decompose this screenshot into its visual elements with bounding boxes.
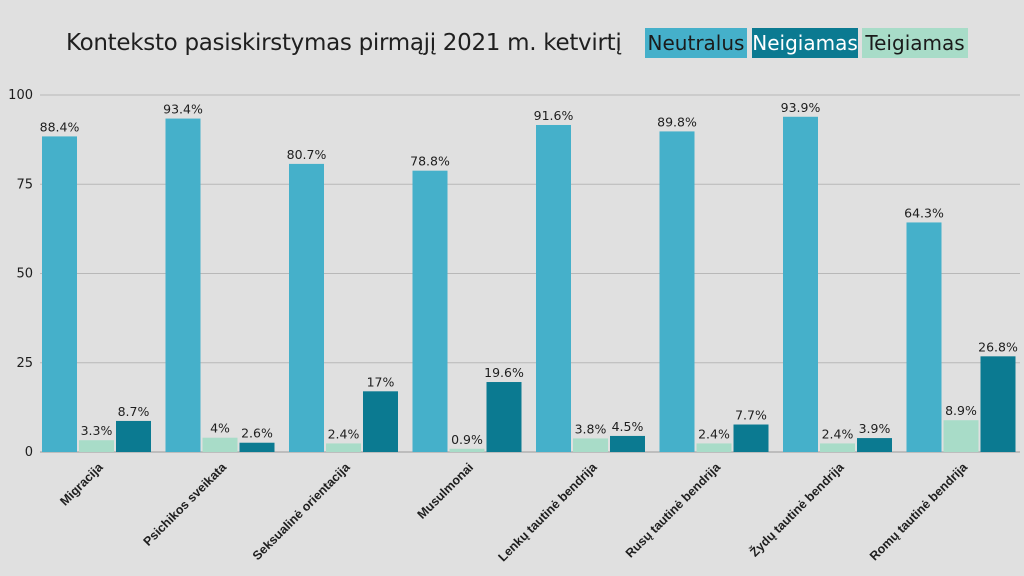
category-label: Musulmonai	[415, 460, 476, 521]
bar-teigiamas	[326, 443, 361, 452]
y-tick-label: 25	[16, 356, 33, 371]
legend-item-neutralus: Neutralus	[645, 28, 747, 58]
data-label: 78.8%	[410, 154, 450, 169]
y-tick-label: 50	[16, 267, 33, 282]
bar-neigiamas	[116, 420, 151, 452]
bar-neigiamas	[363, 391, 398, 452]
bar-neigiamas	[239, 442, 275, 452]
bar-neutralus	[412, 170, 448, 452]
category-label: Rusų tautinė bendrija	[623, 459, 724, 560]
bar-neigiamas	[857, 438, 892, 452]
category-label: Migracija	[57, 459, 106, 508]
legend-item-teigiamas: Teigiamas	[862, 28, 968, 58]
data-label: 4%	[210, 421, 230, 436]
category-label: Žydų tautinė bendrija	[747, 459, 848, 560]
data-label: 0.9%	[451, 432, 483, 447]
bar-neutralus	[536, 124, 571, 452]
data-label: 19.6%	[484, 365, 524, 380]
bar-teigiamas	[820, 443, 855, 452]
chart-title: Konteksto pasiskirstymas pirmąjį 2021 m.…	[66, 30, 622, 56]
bar-neutralus	[42, 136, 77, 453]
data-label: 3.8%	[575, 421, 607, 436]
data-label: 4.5%	[612, 419, 644, 434]
legend-item-neigiamas: Neigiamas	[752, 28, 858, 58]
bar-teigiamas	[79, 440, 114, 452]
bar-teigiamas	[573, 438, 608, 452]
bar-neutralus	[289, 163, 324, 452]
data-label: 91.6%	[534, 108, 574, 123]
bar-neigiamas	[733, 424, 769, 452]
data-label: 2.4%	[698, 426, 730, 441]
y-tick-label: 0	[25, 445, 33, 460]
bar-teigiamas	[449, 448, 485, 452]
data-label: 2.4%	[328, 426, 360, 441]
y-tick-label: 100	[8, 88, 33, 103]
bar-neutralus	[659, 131, 695, 452]
bar-teigiamas	[696, 443, 732, 452]
bar-teigiamas	[943, 420, 979, 452]
category-label: Romų tautinė bendrija	[867, 459, 971, 563]
data-label: 88.4%	[40, 119, 80, 134]
bar-neigiamas	[610, 435, 645, 452]
data-label: 64.3%	[904, 205, 944, 220]
data-label: 2.4%	[822, 426, 854, 441]
data-label: 2.6%	[241, 426, 273, 441]
bar-neigiamas	[980, 356, 1016, 452]
data-label: 8.9%	[945, 403, 977, 418]
category-label: Psichikos sveikata	[141, 459, 230, 548]
data-label: 3.3%	[81, 423, 113, 438]
bar-teigiamas	[202, 437, 238, 452]
category-label: Lenkų tautinė bendrija	[495, 459, 600, 564]
bar-neutralus	[165, 118, 201, 452]
data-label: 93.9%	[781, 100, 821, 115]
data-label: 7.7%	[735, 408, 767, 423]
data-label: 80.7%	[287, 147, 327, 162]
bar-neutralus	[906, 222, 942, 452]
category-label: Seksualinė orientacija	[250, 459, 353, 562]
data-label: 17%	[367, 374, 395, 389]
data-label: 93.4%	[163, 102, 203, 117]
bar-neigiamas	[486, 382, 522, 452]
bar-neutralus	[783, 116, 818, 452]
data-label: 89.8%	[657, 114, 697, 129]
y-tick-label: 75	[16, 177, 33, 192]
data-label: 26.8%	[978, 339, 1018, 354]
data-label: 3.9%	[859, 421, 891, 436]
data-label: 8.7%	[118, 404, 150, 419]
